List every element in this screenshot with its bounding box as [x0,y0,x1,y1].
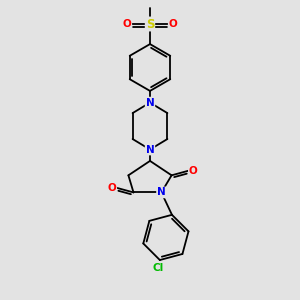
Text: N: N [157,188,166,197]
Text: O: O [189,166,198,176]
Text: N: N [146,98,154,108]
Text: O: O [122,19,131,29]
Text: O: O [107,183,116,193]
Text: S: S [146,17,154,31]
Text: Cl: Cl [153,262,164,272]
Text: O: O [169,19,178,29]
Text: N: N [146,145,154,154]
